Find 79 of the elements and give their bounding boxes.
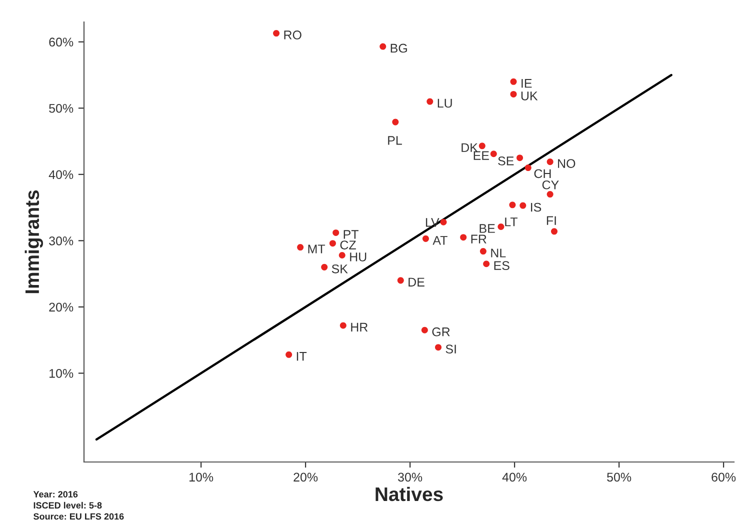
point [490,150,497,158]
y-tick-label: 30% [49,236,74,246]
point [510,90,517,98]
annotation: FR [471,234,486,244]
point [421,326,428,334]
x-tick-label: 10% [189,472,214,482]
annotation: DE [408,278,424,286]
annotation: PT [344,230,358,239]
point [520,202,526,209]
point [297,244,304,251]
point [329,240,336,247]
y-axis-title: Immigrants [24,190,44,294]
point [440,218,447,226]
y-tick-label: 20% [49,302,74,312]
annotation: HR [351,322,368,332]
annotation: UK [521,92,538,100]
x-tick-label: 30% [398,472,422,482]
point [273,30,280,37]
point [516,154,524,162]
point [551,228,558,235]
point [480,248,486,255]
point [321,264,328,270]
point [397,277,404,284]
y-tick-label: 10% [50,369,74,378]
annotation: CY [542,180,559,190]
point [546,191,554,198]
point [286,351,292,358]
annotation: CZ [340,240,356,250]
annotation: PL [388,136,402,145]
point [478,142,486,150]
point [340,322,346,329]
annotation: HU [350,252,366,262]
source-note: Source: EU LFS 2016 [34,513,124,520]
annotation: AT [432,236,448,245]
y-tick-label: 40% [48,170,74,180]
point [460,234,467,241]
x-tick-label: 50% [607,472,632,482]
text: ISCED level: 5-8 [34,502,102,509]
annotation: ES [494,261,510,270]
point [483,260,490,268]
point [380,43,386,50]
point [332,229,340,236]
point [510,78,517,85]
x-tick-label: 20% [294,472,318,482]
annotation: BE [480,224,495,233]
annotation: NL [491,248,506,258]
annotation: EE [474,151,489,160]
annotation: DK [462,143,478,152]
point [546,158,554,166]
point [426,98,434,105]
point [392,118,399,126]
annotation: SE [498,156,514,166]
annotation: GR [432,327,450,336]
y-tick-label: 60% [49,38,74,47]
text: Year: 2016 [33,491,78,498]
annotation: RO [284,30,302,40]
annotation: SI [446,344,456,354]
point [509,202,516,208]
annotation: LV [426,218,440,227]
annotation: CH [534,169,551,178]
annotation: SK [332,264,348,274]
annotation: LU [438,98,452,108]
annotation: IS [531,202,542,212]
annotation: FI [546,216,556,225]
point [338,252,346,259]
x-tick-label: 60% [712,472,736,482]
annotation: NO [558,159,576,168]
point [435,344,442,351]
y-tick-label: 50% [49,104,74,113]
annotation: IT [296,352,307,361]
x-tick-label: 40% [502,472,527,482]
point [422,235,429,242]
point [524,164,532,172]
annotation: IE [522,79,532,88]
annotation: MT [308,244,326,254]
annotation: BG [390,44,407,53]
annotation: LT [505,218,518,226]
x-axis-title: Natives [376,486,443,502]
point [498,224,504,230]
